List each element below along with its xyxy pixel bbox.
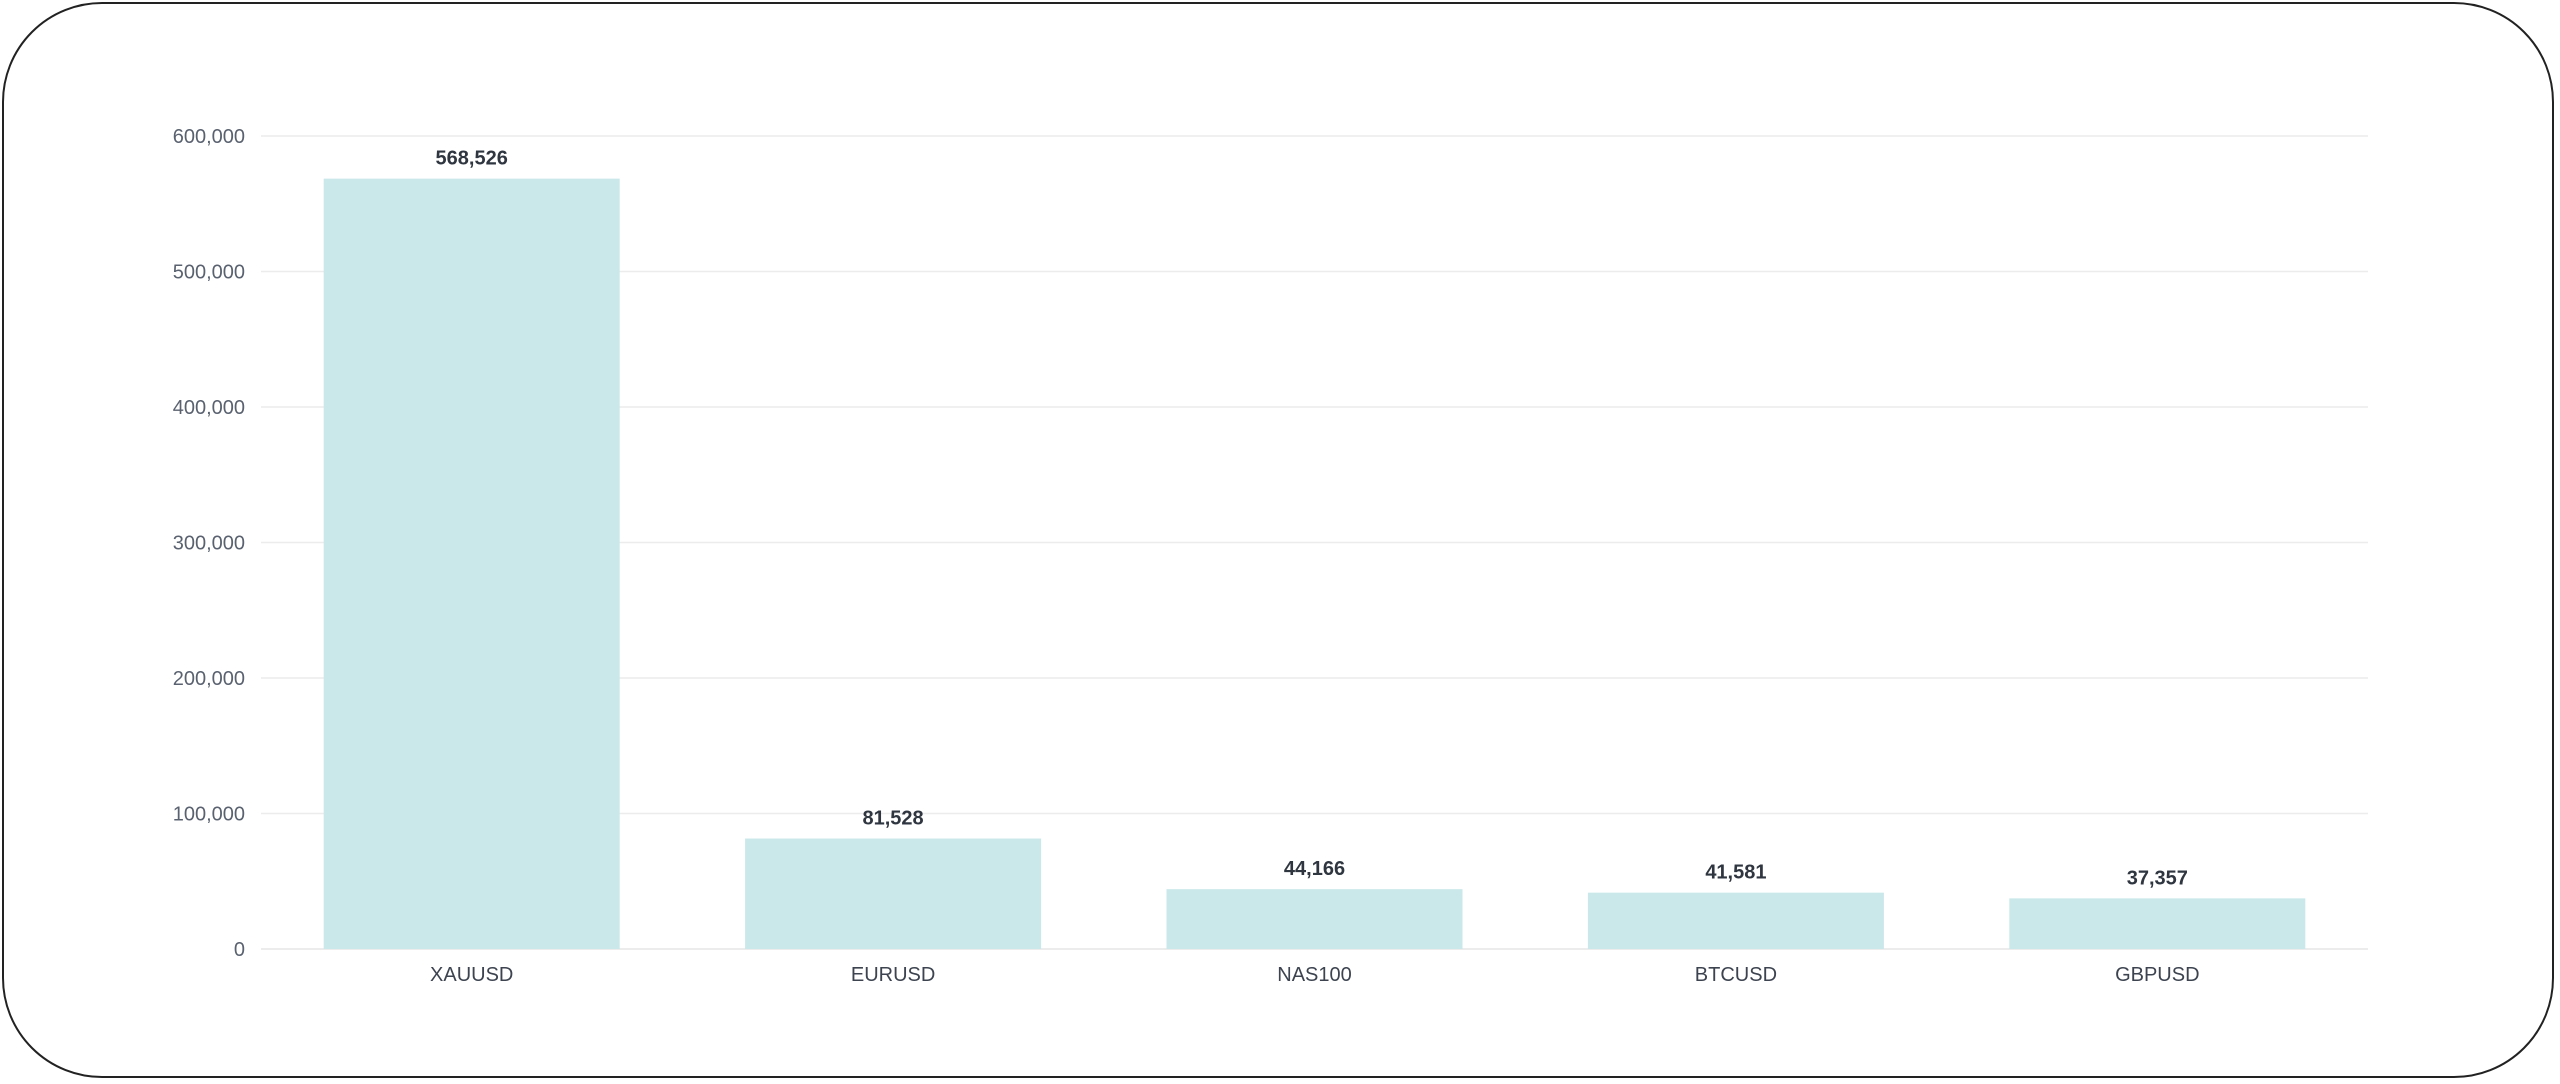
x-tick-label: EURUSD xyxy=(851,964,935,986)
bar xyxy=(2009,898,2306,949)
data-label: 44,166 xyxy=(1284,858,1345,880)
x-tick-label: GBPUSD xyxy=(2115,964,2199,986)
data-label: 37,357 xyxy=(2127,867,2188,889)
x-tick-label: XAUUSD xyxy=(430,964,513,986)
x-tick-label: NAS100 xyxy=(1277,964,1352,986)
y-tick-label: 0 xyxy=(234,939,245,961)
bar xyxy=(323,178,620,949)
y-tick-label: 300,000 xyxy=(173,533,245,555)
y-tick-label: 500,000 xyxy=(173,262,245,284)
y-tick-label: 100,000 xyxy=(173,804,245,826)
data-label: 41,581 xyxy=(1705,862,1766,884)
y-tick-label: 200,000 xyxy=(173,668,245,690)
bar xyxy=(1587,892,1884,949)
y-tick-label: 600,000 xyxy=(173,126,245,148)
data-label: 568,526 xyxy=(436,148,508,170)
data-label: 81,528 xyxy=(863,808,924,830)
x-tick-label: BTCUSD xyxy=(1695,964,1777,986)
y-tick-label: 400,000 xyxy=(173,397,245,419)
bar xyxy=(745,838,1042,949)
bar xyxy=(1166,889,1463,949)
